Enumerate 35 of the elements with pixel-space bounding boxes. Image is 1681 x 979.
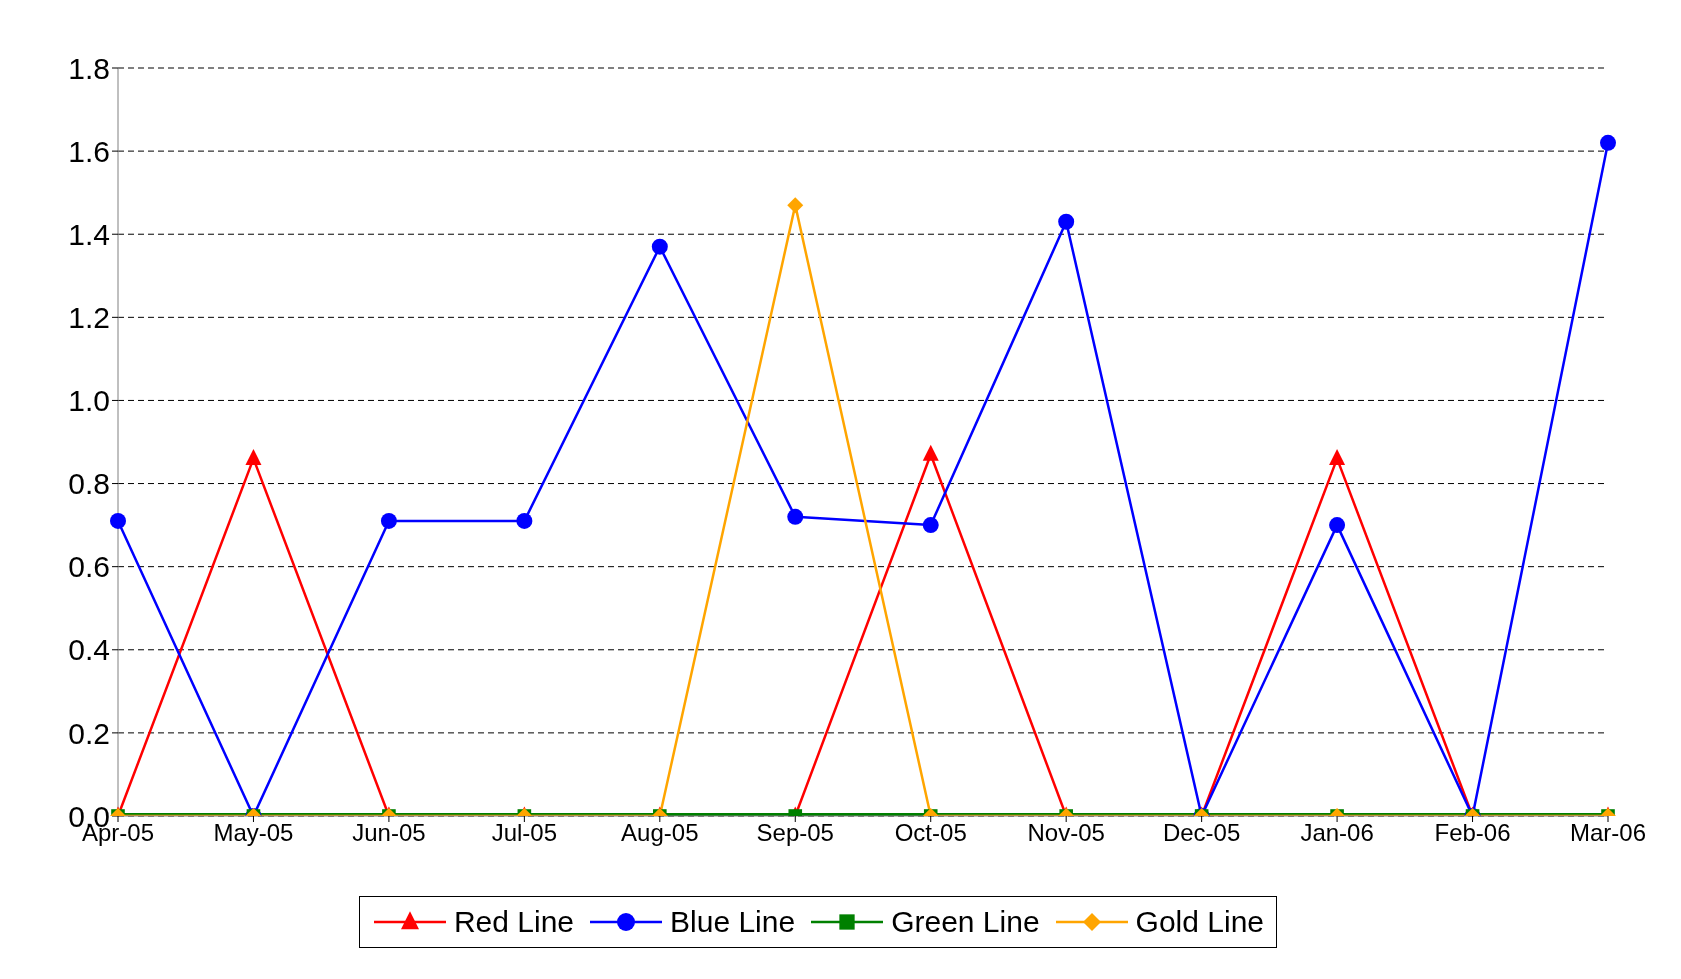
y-tick-label: 1.0 [68, 384, 110, 418]
point [380, 512, 397, 529]
point [1329, 449, 1346, 466]
y-tick-label: 0.6 [68, 550, 110, 584]
x-tick-label: Dec-05 [1162, 819, 1241, 847]
point [516, 512, 533, 529]
x-tick-label: Jul-05 [491, 819, 558, 847]
y-tick-label: 1.2 [68, 300, 110, 334]
y-tick-label: 0.4 [68, 633, 110, 667]
legend-label: Red Line [453, 905, 575, 939]
point [1600, 134, 1616, 151]
y-tick-label: 1.6 [68, 134, 110, 168]
x-tick-label: Sep-05 [756, 819, 834, 847]
legend-label: Gold Line [1135, 905, 1265, 939]
x-tick-label: May-05 [213, 819, 294, 847]
point [110, 512, 126, 529]
x-tick-label: Jun-05 [352, 819, 426, 847]
point [1058, 213, 1075, 230]
legend-label: Green Line [891, 905, 1040, 939]
point [245, 449, 262, 466]
point [922, 444, 939, 461]
point [787, 197, 804, 214]
y-tick-label: 1.4 [68, 217, 110, 251]
x-tick-label: Oct-05 [894, 819, 967, 847]
point [651, 238, 668, 255]
x-tick-label: Jan-06 [1300, 819, 1374, 847]
point [787, 508, 804, 525]
y-tick-label: 1.8 [68, 51, 110, 85]
legend-label: Blue Line [670, 905, 796, 939]
x-tick-label: Feb-06 [1434, 819, 1511, 847]
y-tick-label: 0.8 [68, 467, 110, 501]
x-tick-label: Aug-05 [621, 819, 699, 847]
x-tick-label: Mar-06 [1569, 819, 1647, 847]
y-tick-label: 0.2 [68, 716, 110, 750]
x-tick-label: Nov-05 [1027, 819, 1105, 847]
